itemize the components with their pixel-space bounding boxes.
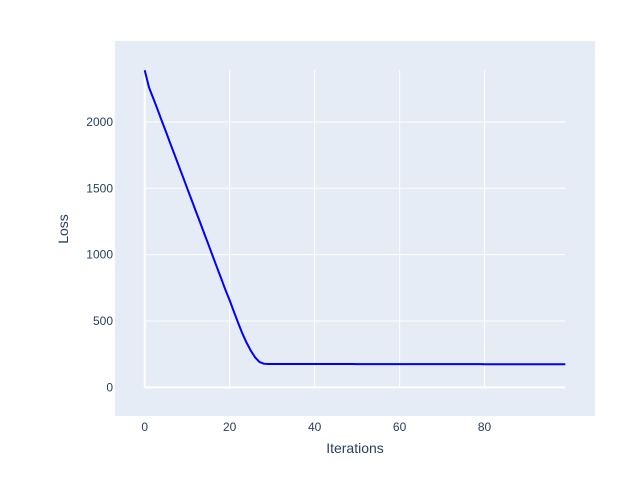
plot-background bbox=[115, 41, 595, 416]
y-tick-label: 2000 bbox=[86, 115, 113, 129]
y-axis-title: Loss bbox=[55, 214, 71, 244]
y-tick-label: 0 bbox=[106, 380, 113, 394]
y-tick-label: 500 bbox=[93, 314, 113, 328]
y-tick-label: 1000 bbox=[86, 248, 113, 262]
y-tick-labels: 0 500 1000 1500 2000 bbox=[86, 115, 113, 394]
x-axis-title: Iterations bbox=[326, 440, 384, 456]
x-tick-labels: 0 20 40 60 80 bbox=[141, 420, 491, 434]
y-tick-label: 1500 bbox=[86, 181, 113, 195]
x-tick-label: 20 bbox=[223, 420, 237, 434]
loss-series-line bbox=[143, 69, 566, 366]
x-tick-label: 80 bbox=[478, 420, 492, 434]
x-tick-label: 40 bbox=[308, 420, 322, 434]
x-tick-label: 0 bbox=[141, 420, 148, 434]
gridlines bbox=[143, 70, 566, 389]
x-tick-label: 60 bbox=[393, 420, 407, 434]
